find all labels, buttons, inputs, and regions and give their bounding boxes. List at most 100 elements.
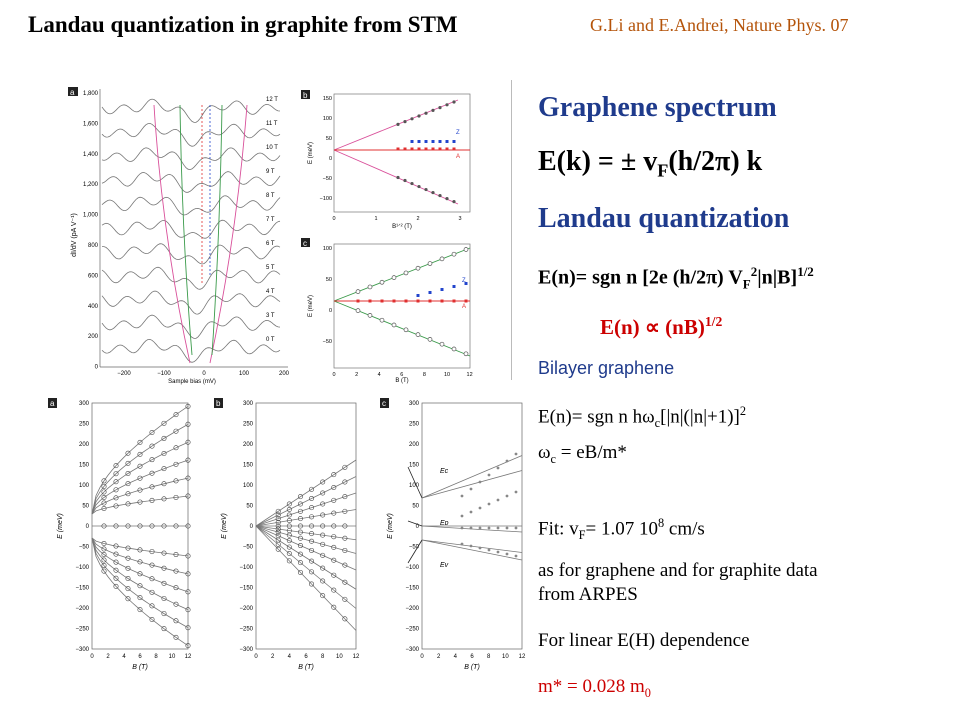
data-point	[125, 565, 131, 571]
data-point	[396, 147, 400, 151]
data-point	[410, 181, 414, 186]
pink-guide-right	[209, 104, 248, 364]
data-point	[355, 289, 361, 294]
divider	[511, 80, 512, 380]
tick-label: 50	[326, 277, 332, 283]
data-point	[101, 505, 107, 511]
data-point	[469, 510, 473, 514]
panel-c-top-ylabel: E (meV)	[308, 295, 314, 317]
data-point	[173, 428, 179, 434]
data-point	[309, 486, 315, 492]
ytick-label: 1,000	[83, 213, 99, 219]
data-point	[149, 589, 155, 595]
ytick-label: −50	[243, 545, 254, 551]
data-point	[320, 578, 326, 584]
data-point	[275, 512, 281, 518]
panel-c-annot-a: A	[462, 304, 466, 310]
field-label: 5 T	[266, 265, 275, 271]
data-point	[427, 261, 433, 266]
panel-b-bottom-label: b	[216, 399, 221, 408]
data-point	[424, 187, 428, 192]
data-point	[445, 140, 449, 143]
ytick-label: −250	[239, 627, 253, 633]
data-point	[286, 538, 292, 544]
data-point	[403, 147, 407, 151]
data-point	[101, 478, 107, 484]
data-point	[469, 544, 473, 548]
panel-c-top-xlabel: B (T)	[395, 378, 408, 384]
data-point	[173, 568, 179, 574]
data-point	[331, 572, 337, 578]
data-point	[451, 346, 457, 352]
data-point	[125, 555, 131, 561]
ytick-label: −300	[239, 647, 253, 653]
level-line	[421, 525, 523, 533]
data-point	[309, 558, 315, 564]
data-point	[125, 460, 131, 466]
data-point	[309, 569, 315, 575]
data-point	[297, 516, 303, 522]
panel-a-top-ylabel: dI/dV (pA V⁻¹)	[71, 213, 78, 257]
figure-bottom-b: b 300250200150100500−50−100−150−200−250−…	[212, 395, 360, 713]
tick-label: 2	[416, 216, 419, 222]
data-point	[431, 108, 435, 112]
data-point	[297, 501, 303, 507]
data-point	[286, 507, 292, 513]
level-line	[91, 537, 189, 629]
data-point	[137, 451, 143, 457]
data-point	[342, 579, 348, 585]
data-point	[185, 403, 191, 409]
data-point	[149, 457, 155, 463]
data-point	[438, 106, 442, 110]
ytick-label: −250	[75, 627, 89, 633]
data-point	[505, 552, 509, 556]
data-point	[342, 494, 348, 500]
data-point	[149, 497, 155, 503]
data-point	[113, 543, 119, 549]
data-point	[185, 625, 191, 631]
data-point	[297, 569, 303, 575]
data-point	[149, 562, 155, 568]
xtick-label: −200	[117, 371, 131, 377]
data-point	[173, 552, 179, 558]
panel-b-top-label: b	[303, 91, 308, 100]
ytick-label: 250	[79, 422, 90, 428]
field-label: 3 T	[266, 313, 275, 319]
data-point	[149, 616, 155, 622]
data-point	[391, 322, 397, 328]
tick-label: 2	[355, 372, 358, 378]
data-point	[173, 634, 179, 640]
ytick-label: 300	[243, 401, 254, 407]
tick-label: 0	[332, 216, 335, 222]
data-point	[331, 523, 337, 529]
formula-dispersion: E(k) = ± vF(h/2π) k	[538, 146, 763, 181]
annotation-arrow	[407, 466, 423, 499]
xtick-label: 2	[271, 654, 275, 660]
fit-value: = 1.07 10	[585, 518, 658, 540]
data-point	[137, 439, 143, 445]
data-point	[331, 510, 337, 516]
data-point	[286, 501, 292, 507]
data-point	[113, 503, 119, 509]
data-point	[452, 100, 456, 104]
data-point	[101, 563, 107, 569]
data-point	[463, 247, 469, 252]
data-point	[410, 147, 414, 151]
data-point	[185, 643, 191, 649]
data-point	[173, 601, 179, 607]
data-point	[101, 557, 107, 563]
tick-label: 3	[458, 216, 461, 222]
data-point	[342, 562, 348, 568]
text-linear-dependence: For linear E(H) dependence	[538, 630, 750, 651]
data-point	[125, 501, 131, 507]
data-point	[424, 111, 428, 115]
data-point	[137, 595, 143, 601]
data-point	[185, 523, 191, 529]
tick-label: 10	[444, 372, 450, 378]
data-point	[452, 140, 456, 143]
data-point	[161, 626, 167, 632]
data-point	[173, 445, 179, 451]
data-point	[342, 479, 348, 485]
figure-bottom-c: c 300250200150100500−50−100−150−200−250−…	[378, 395, 528, 713]
data-point	[275, 508, 281, 514]
